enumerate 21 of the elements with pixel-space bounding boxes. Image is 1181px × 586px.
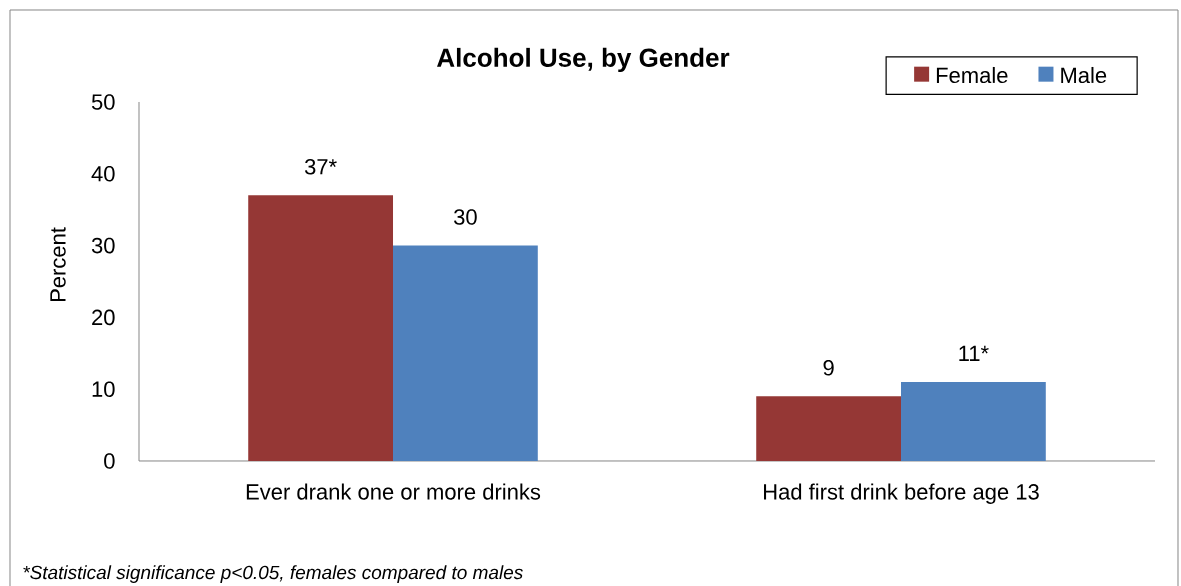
y-tick-label: 0 (104, 453, 115, 469)
y-tick-label: 50 (91, 94, 115, 110)
y-tick-label: 20 (92, 309, 115, 326)
chart-title: Alcohol Use, by Gender (437, 47, 730, 73)
bar (248, 195, 394, 461)
legend-label: Female (936, 66, 1008, 84)
bar (756, 396, 902, 461)
y-axis-title: Percent (50, 227, 66, 302)
legend-label: Male (1061, 66, 1107, 84)
y-tick-label: 30 (91, 237, 115, 254)
text: *Statistical significance p<0.05, females compared to males (23, 565, 523, 583)
data-label: 11* (959, 345, 989, 361)
x-tick-label: Had first drink before age 13 (764, 483, 1039, 505)
data-label: 37* (304, 158, 337, 175)
y-tick-label: 10 (92, 381, 115, 397)
data-label: 30 (454, 209, 477, 225)
y-tick-label: 40 (91, 166, 115, 182)
x-tick-label: Ever drank one or more drinks (246, 483, 541, 500)
bar (901, 382, 1046, 461)
bar (393, 245, 538, 461)
data-label: 9 (823, 360, 834, 376)
